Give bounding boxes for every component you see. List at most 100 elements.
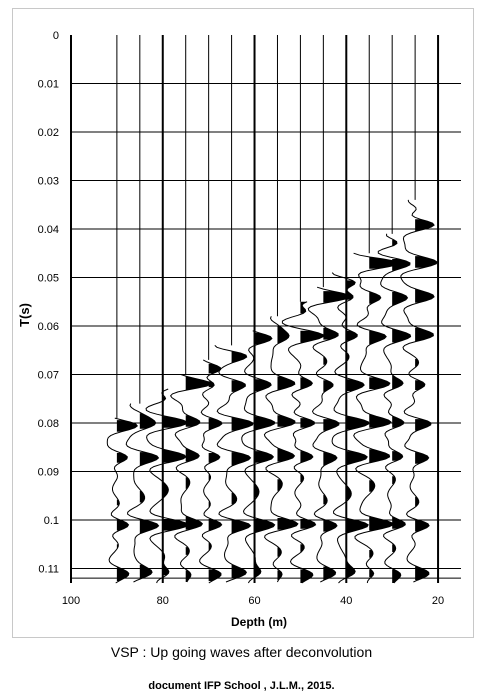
filled-lobe [254,557,261,578]
x-tick-label: 100 [62,595,80,607]
filled-lobe [300,301,308,314]
x-tick-label: 40 [340,595,352,607]
filled-lobe [323,291,351,303]
x-tick-labels: 100 80 60 40 20 [62,595,444,607]
filled-lobe [139,520,159,534]
filled-lobe [254,484,259,498]
filled-lobe [116,499,120,506]
filled-lobe [415,452,429,464]
filled-lobe [392,259,410,271]
y-tick-label: 0.09 [38,466,59,478]
filled-lobe [323,357,327,365]
y-tick-label: 0.07 [38,369,59,381]
filled-lobe [323,380,333,392]
filled-lobe [346,379,365,391]
filled-lobe [208,418,222,430]
filled-lobe [300,377,313,389]
filled-lobe [415,327,434,342]
filled-lobe [392,569,401,583]
filled-lobe [185,477,190,489]
filled-lobe [346,519,369,533]
wiggle-trace-90 [106,417,139,584]
y-tick-labels: 0 0.01 0.02 0.03 0.04 0.05 0.06 0.07 0.08 0.09 0.1… [38,30,59,575]
filled-lobe [208,381,215,388]
filled-lobe [277,547,282,557]
filled-lobe [254,332,272,345]
filled-lobe [369,292,381,304]
filled-lobe [369,569,374,578]
filled-lobe [300,451,313,463]
y-tick-label: 0.1 [44,515,59,527]
y-tick-label: 0.02 [38,127,59,139]
filled-lobe [208,519,222,531]
filled-lobe [323,419,339,431]
filled-lobe [346,451,368,465]
filled-lobe [415,289,435,303]
filled-lobe [231,564,247,579]
y-tick-label: 0.01 [38,78,59,90]
filled-lobe [162,553,169,576]
filled-lobe [277,518,298,530]
filled-lobe [254,451,274,463]
filled-lobe [116,519,129,531]
filled-lobe [392,476,396,485]
filled-lobe [369,449,390,463]
filled-lobe [185,570,191,582]
filled-lobe [346,561,356,578]
filled-lobe [346,354,349,360]
filled-lobe [346,416,369,430]
filled-lobe [392,328,411,343]
filled-lobe [392,544,396,552]
filled-lobe [208,501,211,508]
filled-lobe [415,380,425,390]
filled-lobe [369,414,391,428]
filled-lobe [369,550,373,558]
filled-lobe [116,567,129,582]
filled-lobe [369,377,390,389]
filled-lobe [231,351,247,363]
filled-lobe [369,517,394,531]
filled-lobe [185,376,211,390]
filled-lobe [392,451,403,461]
x-tick-label: 80 [157,595,169,607]
filled-lobe [139,564,153,579]
y-tick-label: 0 [53,30,59,42]
filled-lobe [254,416,275,430]
filled-lobe [277,376,295,390]
filled-lobe [277,570,283,581]
filled-lobe [323,452,337,466]
filled-lobe [392,517,406,529]
filled-lobe [300,519,316,529]
filled-lobe [162,449,186,463]
y-tick-label: 0.04 [38,224,59,236]
filled-lobe [300,330,324,343]
filled-lobe [231,380,246,392]
filled-lobe [415,256,438,268]
filled-lobe [392,375,404,389]
y-tick-label: 0.03 [38,175,59,187]
filled-lobe [162,482,169,498]
wiggle-trace-70 [199,359,223,584]
figure-credit: document IFP School , J.L.M., 2015. [148,680,335,692]
filled-lobe [139,452,159,466]
filled-lobe [415,496,419,507]
filled-lobe [116,544,119,549]
filled-lobe [415,359,419,367]
filled-lobe [208,474,211,481]
filled-lobe [162,396,166,401]
filled-lobe [277,415,295,427]
filled-lobe [208,569,221,582]
x-tick-label: 60 [248,595,260,607]
x-tick-label: 20 [432,595,444,607]
filled-lobe [369,257,400,269]
filled-lobe [231,452,251,466]
filled-lobe [323,327,339,340]
wiggle-trace-50 [281,301,324,584]
filled-lobe [346,486,352,500]
filled-lobe [300,474,304,483]
filled-lobe [231,492,237,505]
wiggle-trace-30 [377,233,412,584]
y-tick-label: 0.08 [38,418,59,430]
wiggle-trace-75 [169,374,212,583]
filled-lobe [116,420,138,432]
